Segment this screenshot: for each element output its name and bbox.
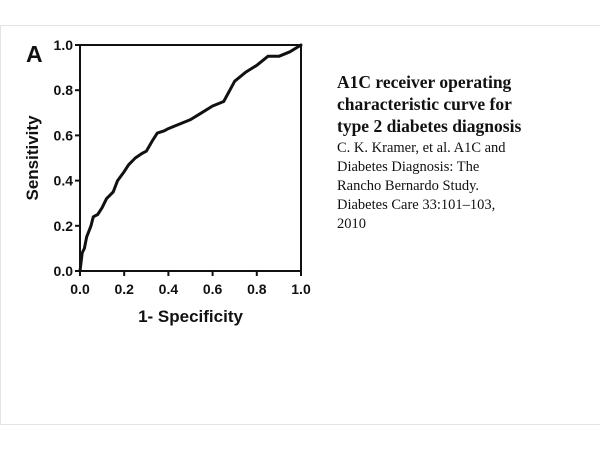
caption-title-line: A1C receiver operating — [337, 72, 512, 92]
citation: C. K. Kramer, et al. A1C and Diabetes Di… — [337, 139, 587, 234]
citation-line: Diabetes Diagnosis: The — [337, 159, 480, 175]
roc-curve-line — [78, 43, 303, 273]
x-tick-label: 1.0 — [291, 281, 311, 297]
top-border — [0, 25, 600, 26]
caption-title-line: type 2 diabetes diagnosis — [337, 116, 522, 136]
plot-frame — [79, 44, 302, 272]
caption-title: A1C receiver operating characteristic cu… — [337, 71, 587, 137]
y-tick-label: 0.6 — [54, 127, 74, 143]
citation-line: C. K. Kramer, et al. A1C and — [337, 140, 506, 156]
x-tick-label: 0.4 — [159, 281, 179, 297]
x-tick-label: 0.6 — [203, 281, 223, 297]
panel-label: A — [26, 41, 43, 67]
x-tick-label: 0.0 — [70, 281, 90, 297]
y-axis-label: Sensitivity — [23, 115, 42, 201]
roc-chart: 0.0 0.2 0.4 0.6 0.8 1.0 0.0 0.2 0.4 0.6 0.8 1.0 1- S… — [23, 37, 311, 326]
caption: A1C receiver operating characteristic cu… — [337, 71, 587, 234]
x-tick-label: 0.8 — [247, 281, 267, 297]
citation-line: Rancho Bernardo Study. — [337, 178, 480, 194]
x-axis-label: 1- Specificity — [138, 307, 243, 326]
y-tick-label: 0.2 — [54, 218, 74, 234]
caption-title-line: characteristic curve for — [337, 94, 512, 114]
citation-line: Diabetes Care 33:101–103, — [337, 197, 496, 213]
citation-line: 2010 — [337, 216, 366, 232]
x-tick-label: 0.2 — [114, 281, 134, 297]
y-tick-label: 1.0 — [54, 37, 74, 53]
bottom-border — [0, 424, 600, 425]
left-border — [0, 25, 1, 425]
y-tick-label: 0.0 — [54, 263, 74, 279]
y-tick-label: 0.4 — [54, 173, 74, 189]
y-tick-label: 0.8 — [54, 82, 74, 98]
